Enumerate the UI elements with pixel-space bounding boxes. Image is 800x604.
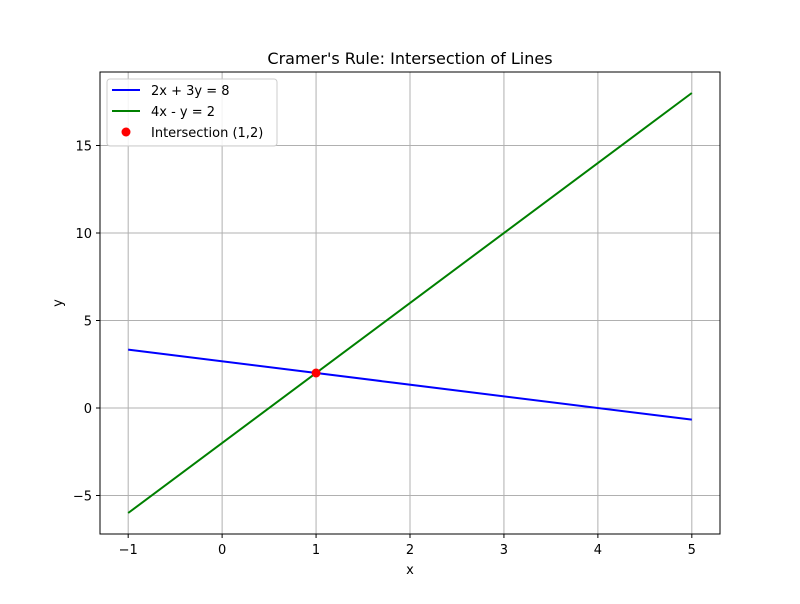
chart-title: Cramer's Rule: Intersection of Lines bbox=[267, 49, 552, 68]
x-axis-label: x bbox=[406, 563, 414, 578]
y-tick-label: 5 bbox=[84, 315, 92, 330]
x-tick-label: −1 bbox=[119, 543, 138, 558]
x-tick-label: 0 bbox=[218, 543, 226, 558]
x-tick-label: 4 bbox=[594, 543, 602, 558]
y-tick-label: 0 bbox=[84, 402, 92, 417]
legend-label-3: Intersection (1,2) bbox=[151, 126, 263, 141]
y-axis-label: y bbox=[51, 299, 66, 307]
intersection-point bbox=[311, 368, 321, 378]
legend-box bbox=[106, 78, 278, 147]
x-tick-label: 2 bbox=[406, 543, 414, 558]
x-tick-label: 3 bbox=[500, 543, 508, 558]
y-tick-label: 10 bbox=[75, 227, 92, 242]
y-tick-label: 15 bbox=[75, 140, 92, 155]
y-tick-label: −5 bbox=[73, 490, 92, 505]
x-tick-label: 1 bbox=[312, 543, 320, 558]
series-line-1 bbox=[128, 348, 692, 421]
legend-swatch-marker-3 bbox=[121, 127, 131, 137]
legend-label-1: 2x + 3y = 8 bbox=[151, 84, 230, 99]
tick-layer: −1 0 1 2 3 4 5 −5 0 5 10 15 bbox=[73, 140, 696, 559]
legend: 2x + 3y = 8 4x - y = 2 Intersection (1,2… bbox=[106, 78, 278, 147]
legend-label-2: 4x - y = 2 bbox=[151, 105, 215, 120]
grid-layer bbox=[100, 72, 720, 534]
x-tick-label: 5 bbox=[688, 543, 696, 558]
series-line-2 bbox=[127, 92, 693, 514]
series-layer bbox=[127, 92, 693, 514]
